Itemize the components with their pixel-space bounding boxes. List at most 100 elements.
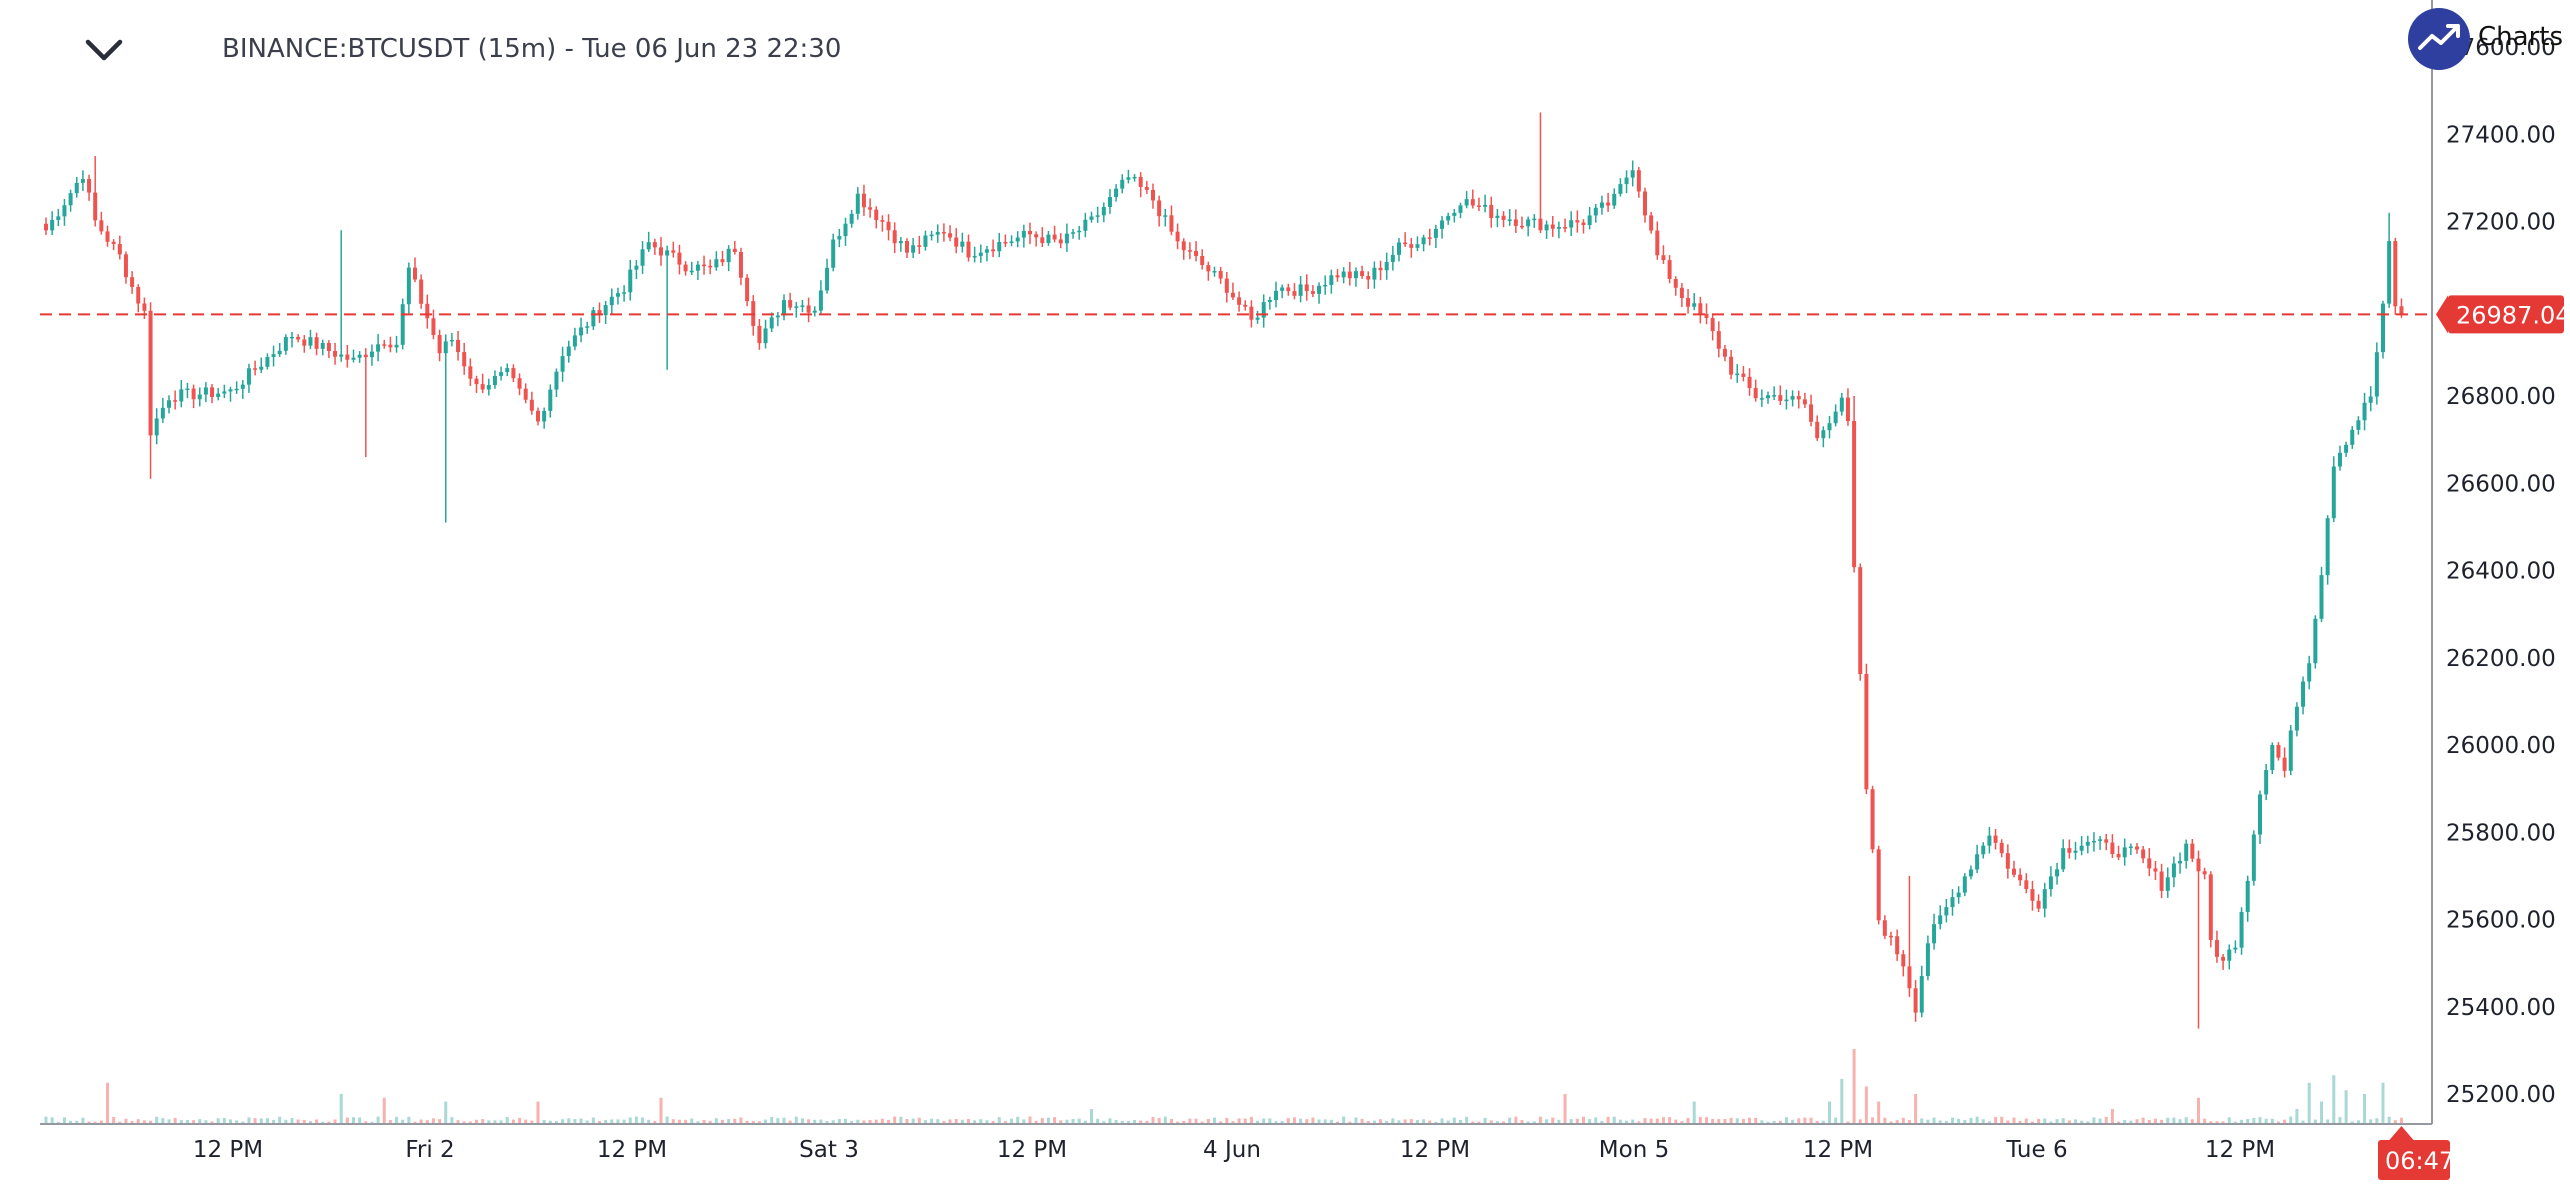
volume-bar [653,1120,657,1124]
volume-bar [2344,1090,2348,1124]
candle-body [492,375,497,386]
candle [1040,227,1045,248]
candle-body [1083,219,1088,231]
candle-body [1476,205,1481,207]
volume-bar [1200,1121,1204,1124]
volume-bar [1852,1049,1856,1124]
volume-bar [1994,1116,1998,1124]
candle-body [1532,218,1537,221]
candle-body [523,388,528,400]
volume-bar [967,1118,970,1124]
candle-body [1624,177,1629,185]
candle-body [296,336,301,340]
volume-bar [44,1116,48,1124]
volume-bar [1655,1118,1659,1124]
candle [788,292,793,311]
y-tick-label: 25600.00 [2446,908,2556,934]
volume-bar [991,1120,995,1124]
candle [1181,238,1186,260]
volume-bar [837,1119,841,1124]
volume-bar [1668,1117,1672,1124]
volume-bar [1963,1119,1967,1124]
candle [1790,390,1795,407]
candle [2091,832,2096,852]
volume-bar [1163,1116,1167,1124]
candle [831,233,836,272]
volume-bar [1569,1119,1573,1124]
volume-bar [112,1116,116,1124]
candle-body [831,239,836,268]
candle-body [554,371,559,390]
candle [1021,224,1026,248]
candle [167,395,171,414]
candle [1446,212,1451,225]
candle-body [665,250,670,256]
candle [1532,214,1537,228]
candle [1409,237,1414,258]
candle [222,384,227,399]
candle [1686,289,1691,314]
candle-body [1181,241,1186,251]
y-tick-label: 25400.00 [2446,995,2556,1021]
candle-body [603,305,608,316]
collapse-button[interactable] [78,30,130,70]
candle [1274,281,1278,308]
candle-body [788,300,793,308]
candle-body [874,209,879,221]
volume-bar [1213,1117,1216,1124]
volume-bar [954,1119,958,1124]
candle [2202,867,2207,880]
volume-bar [634,1116,638,1124]
candle [2184,839,2189,869]
candle [185,382,190,399]
candle-body [855,193,860,214]
candle [1722,345,1727,362]
volume-bar [395,1116,399,1124]
candle [1956,886,1961,904]
candle [1310,285,1315,298]
candle-body [695,264,700,271]
volume-bar [610,1119,614,1124]
candle [874,206,879,229]
volume-bar [2276,1121,2280,1124]
volume-bar [677,1119,681,1124]
logo-icon[interactable] [2408,8,2470,70]
candle [320,339,325,356]
candle-body [1187,250,1192,252]
candle [683,261,688,276]
candle-body [941,232,946,234]
volume-bar [850,1121,854,1124]
candle-body [1575,220,1580,223]
current-price-tag: 26987.04 [2436,295,2570,334]
candle [1028,222,1032,245]
candle-body [148,310,153,436]
candle [1224,271,1229,303]
volume-bar [1526,1121,1530,1124]
volume-bar [899,1116,903,1124]
volume-bar [1336,1121,1339,1124]
candle [1661,245,1666,264]
volume-bar [2209,1121,2213,1124]
candle [542,407,547,429]
candle [253,360,258,376]
candle [1612,188,1617,209]
candle-body [2294,706,2299,731]
candle-body [536,410,540,422]
x-tick-label: 12 PM [597,1137,667,1163]
volume-bar [616,1119,620,1124]
volume-bar [930,1118,934,1124]
candle-body [2319,575,2324,619]
volume-bar [1034,1120,1038,1124]
candle [991,239,996,258]
candle-body [640,249,645,266]
candle-body [972,255,977,258]
candle-body [1353,271,1358,279]
candle [1913,980,1918,1022]
candle [1938,905,1943,930]
candle [382,339,387,349]
candle [1292,283,1297,300]
candle-body [320,342,325,349]
candle [462,342,467,375]
candle-body [1144,187,1149,190]
